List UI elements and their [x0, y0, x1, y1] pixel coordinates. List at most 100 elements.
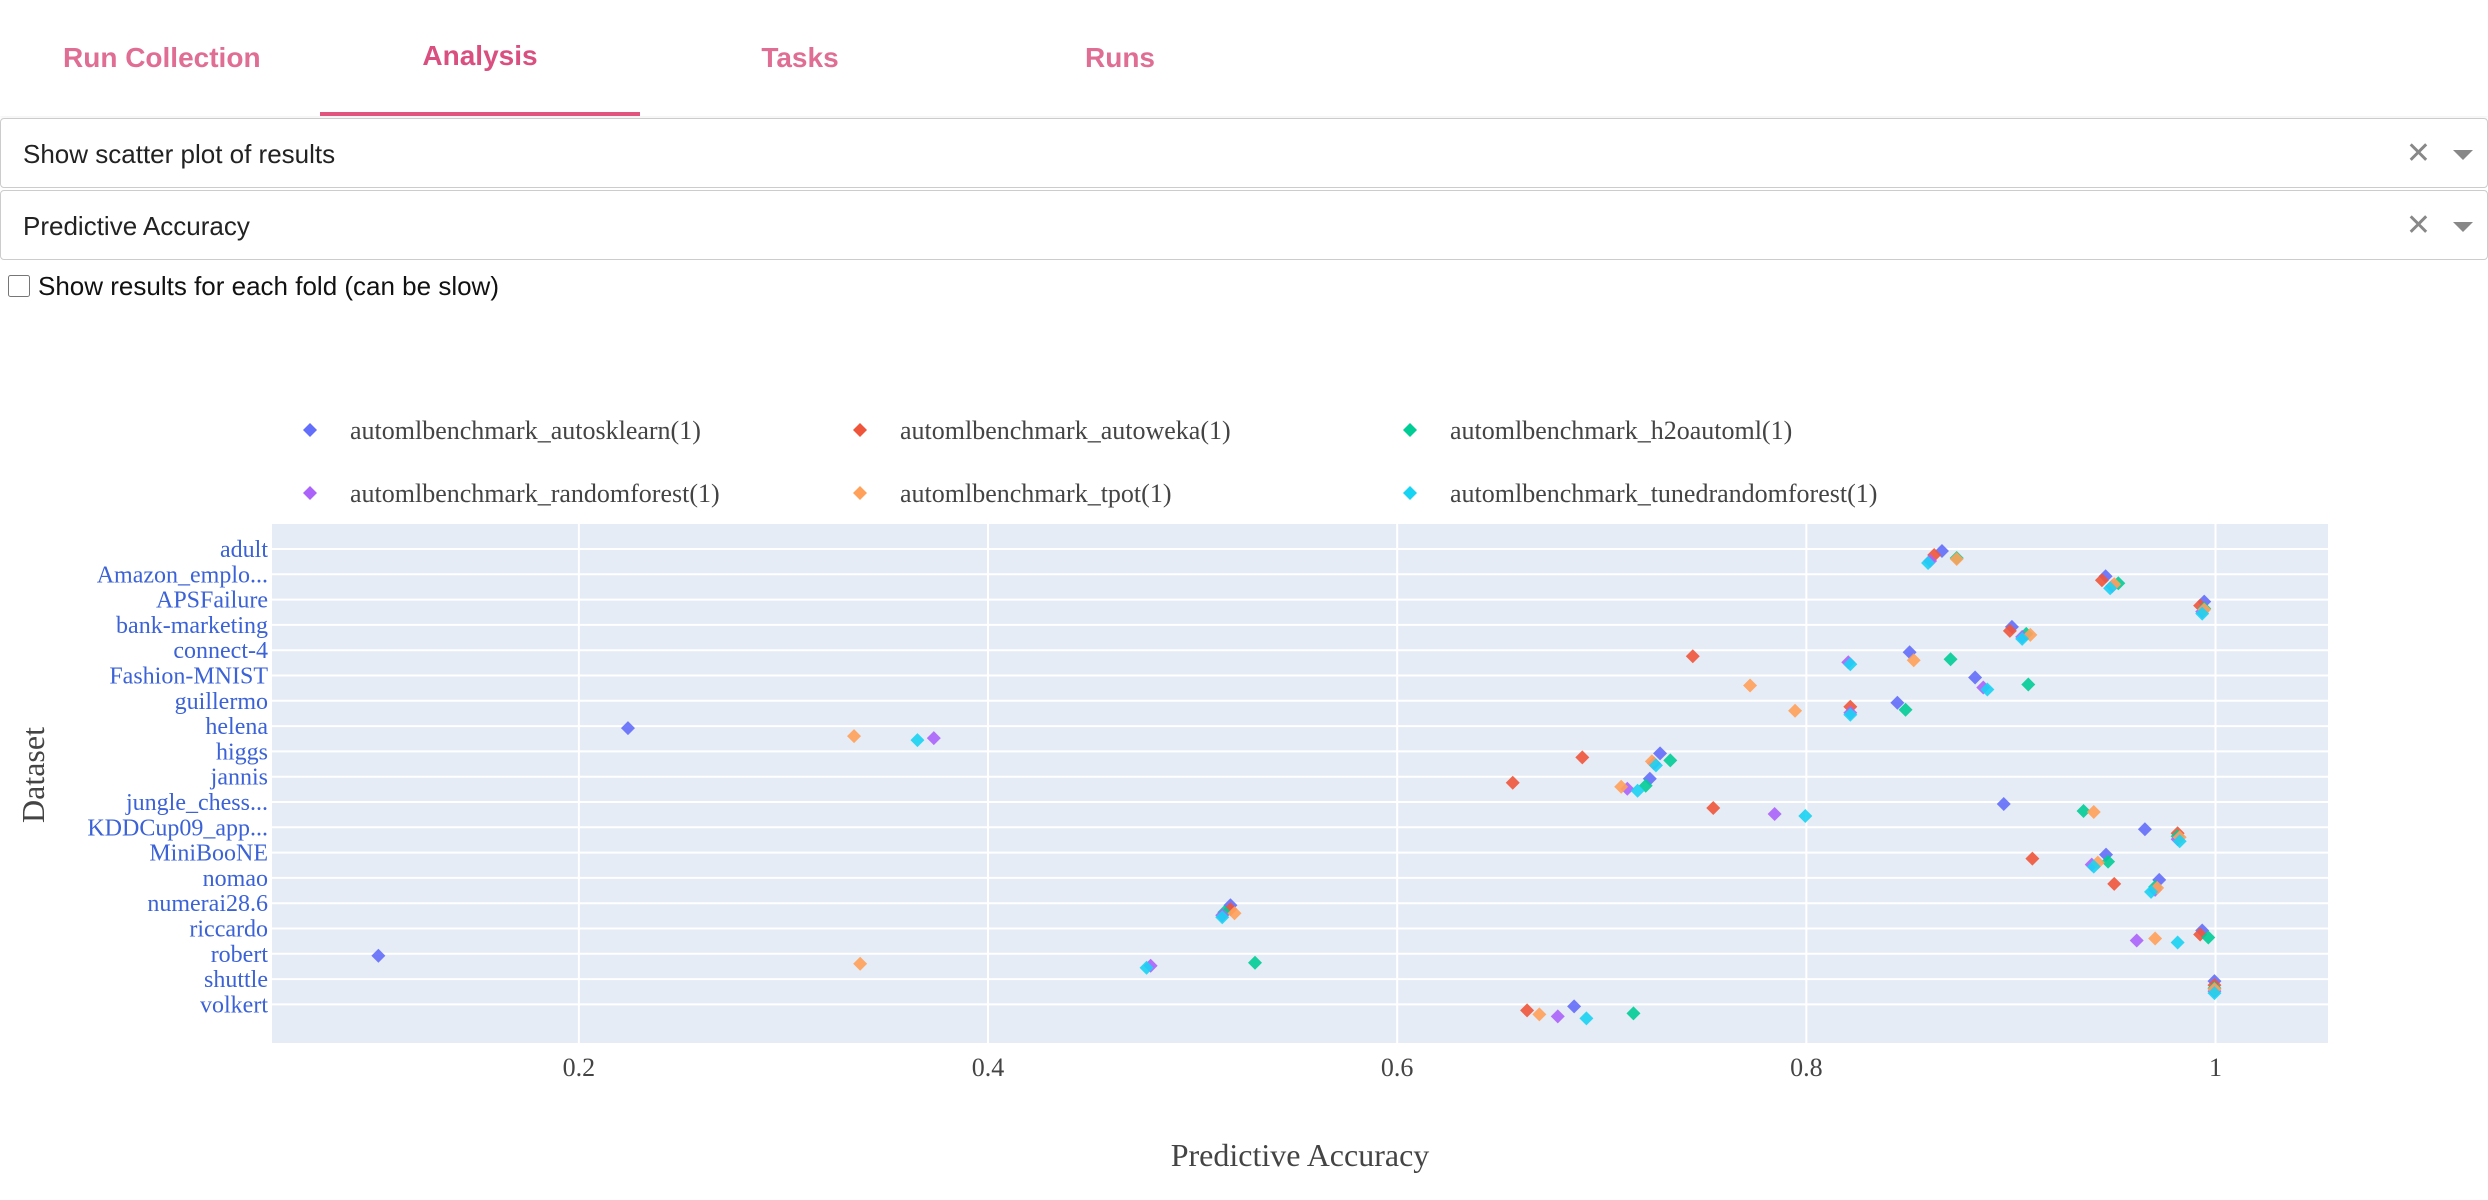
- data-point[interactable]: [2201, 930, 2216, 945]
- legend-item[interactable]: automlbenchmark_randomforest(1): [303, 479, 720, 508]
- data-point[interactable]: [1798, 809, 1813, 823]
- data-point[interactable]: [1743, 678, 1758, 693]
- data-point[interactable]: [926, 731, 941, 746]
- data-point[interactable]: [1520, 1003, 1535, 1018]
- tab-analysis[interactable]: Analysis: [320, 0, 640, 116]
- data-point[interactable]: [1663, 753, 1678, 768]
- data-point[interactable]: [2195, 606, 2210, 621]
- legend-item[interactable]: automlbenchmark_h2oautoml(1): [1403, 416, 1792, 445]
- data-point[interactable]: [2150, 880, 2165, 895]
- fold-results-checkbox[interactable]: [8, 275, 30, 297]
- legend-label: automlbenchmark_tpot(1): [900, 479, 1171, 508]
- data-point[interactable]: [2086, 805, 2101, 819]
- clear-icon[interactable]: ✕: [2405, 209, 2431, 242]
- data-point[interactable]: [1968, 670, 1983, 685]
- data-point[interactable]: [620, 721, 635, 736]
- data-point[interactable]: [1567, 999, 1582, 1014]
- data-point[interactable]: [1227, 906, 1242, 921]
- data-point[interactable]: [1996, 797, 2011, 811]
- data-point[interactable]: [1247, 955, 1262, 970]
- data-point[interactable]: [2172, 834, 2187, 849]
- data-point[interactable]: [1843, 657, 1858, 672]
- legend-label: automlbenchmark_randomforest(1): [350, 479, 720, 508]
- data-point[interactable]: [1644, 754, 1659, 769]
- data-point[interactable]: [2107, 876, 2122, 891]
- data-point[interactable]: [1653, 746, 1668, 761]
- data-point[interactable]: [371, 948, 386, 963]
- data-point[interactable]: [2015, 631, 2030, 646]
- clear-icon[interactable]: ✕: [2405, 137, 2431, 170]
- data-point[interactable]: [1890, 695, 1905, 710]
- data-point[interactable]: [2129, 933, 2144, 948]
- chevron-down-icon[interactable]: [2453, 222, 2473, 232]
- x-tick-label: 0.4: [972, 1053, 1005, 1082]
- data-point[interactable]: [1215, 910, 1230, 925]
- x-axis-title: Predictive Accuracy: [1171, 1137, 1430, 1173]
- legend-marker: [303, 486, 317, 500]
- data-point[interactable]: [2137, 822, 2152, 837]
- metric-select[interactable]: Predictive Accuracy ✕: [0, 190, 2488, 260]
- y-tick-label: bank-marketing: [116, 613, 268, 639]
- data-point[interactable]: [2152, 872, 2167, 887]
- fold-results-label: Show results for each fold (can be slow): [38, 270, 499, 301]
- data-point[interactable]: [1505, 775, 1520, 790]
- y-tick-label: numerai28.6: [147, 891, 268, 917]
- data-point[interactable]: [2023, 627, 2038, 642]
- y-tick-label: jungle_chess...: [125, 790, 268, 816]
- data-point[interactable]: [1550, 1009, 1565, 1024]
- data-point[interactable]: [1949, 552, 1964, 566]
- data-point[interactable]: [2021, 677, 2036, 692]
- data-point[interactable]: [1767, 807, 1782, 821]
- data-point[interactable]: [1626, 1006, 1641, 1021]
- data-point[interactable]: [1788, 703, 1803, 718]
- tab-tasks[interactable]: Tasks: [640, 0, 960, 116]
- data-points: [371, 544, 2222, 1026]
- data-point[interactable]: [910, 733, 925, 748]
- data-point[interactable]: [1843, 707, 1858, 722]
- data-point[interactable]: [2086, 859, 2101, 874]
- data-point[interactable]: [1139, 960, 1154, 975]
- legend-item[interactable]: automlbenchmark_tunedrandomforest(1): [1403, 479, 1877, 508]
- data-point[interactable]: [1575, 750, 1590, 765]
- plot-type-select[interactable]: Show scatter plot of results ✕: [0, 118, 2488, 188]
- data-point[interactable]: [2094, 573, 2109, 588]
- legend-item[interactable]: automlbenchmark_autoweka(1): [853, 416, 1231, 445]
- tab-runs[interactable]: Runs: [960, 0, 1280, 116]
- legend-item[interactable]: automlbenchmark_autosklearn(1): [303, 416, 701, 445]
- data-point[interactable]: [2148, 931, 2163, 946]
- x-tick-label: 0.8: [1790, 1053, 1823, 1082]
- legend-label: automlbenchmark_h2oautoml(1): [1450, 416, 1792, 445]
- data-point[interactable]: [2076, 804, 2091, 818]
- data-point[interactable]: [2025, 851, 2040, 866]
- data-point[interactable]: [2103, 581, 2118, 596]
- chevron-down-icon[interactable]: [2453, 150, 2473, 160]
- data-point[interactable]: [1906, 653, 1921, 668]
- tab-run-collection[interactable]: Run Collection: [0, 0, 321, 116]
- tab-label: Tasks: [761, 42, 839, 73]
- data-point[interactable]: [1943, 652, 1958, 667]
- data-point[interactable]: [2170, 935, 2185, 950]
- data-point[interactable]: [2101, 854, 2116, 869]
- data-point[interactable]: [2002, 623, 2017, 638]
- data-point[interactable]: [1706, 801, 1721, 815]
- y-tick-label: nomao: [203, 866, 268, 892]
- data-point[interactable]: [853, 956, 868, 971]
- data-point[interactable]: [1532, 1007, 1547, 1022]
- data-point[interactable]: [1630, 783, 1645, 798]
- data-point[interactable]: [1921, 556, 1936, 570]
- data-point[interactable]: [1685, 649, 1700, 664]
- fold-results-toggle[interactable]: Show results for each fold (can be slow): [8, 268, 499, 304]
- scatter-chart: automlbenchmark_autosklearn(1) automlbenc…: [15, 416, 2328, 1173]
- data-point[interactable]: [1648, 758, 1663, 773]
- legend-item[interactable]: automlbenchmark_tpot(1): [853, 479, 1171, 508]
- data-point[interactable]: [847, 729, 862, 744]
- data-point[interactable]: [1579, 1011, 1594, 1026]
- plot-type-value: Show scatter plot of results: [23, 139, 336, 169]
- data-point[interactable]: [2207, 986, 2222, 1001]
- data-point[interactable]: [1614, 779, 1629, 794]
- y-axis-title: Dataset: [15, 727, 51, 823]
- data-point[interactable]: [1898, 702, 1913, 717]
- legend-marker: [1403, 486, 1417, 500]
- data-point[interactable]: [1980, 682, 1995, 697]
- data-point[interactable]: [2144, 884, 2159, 899]
